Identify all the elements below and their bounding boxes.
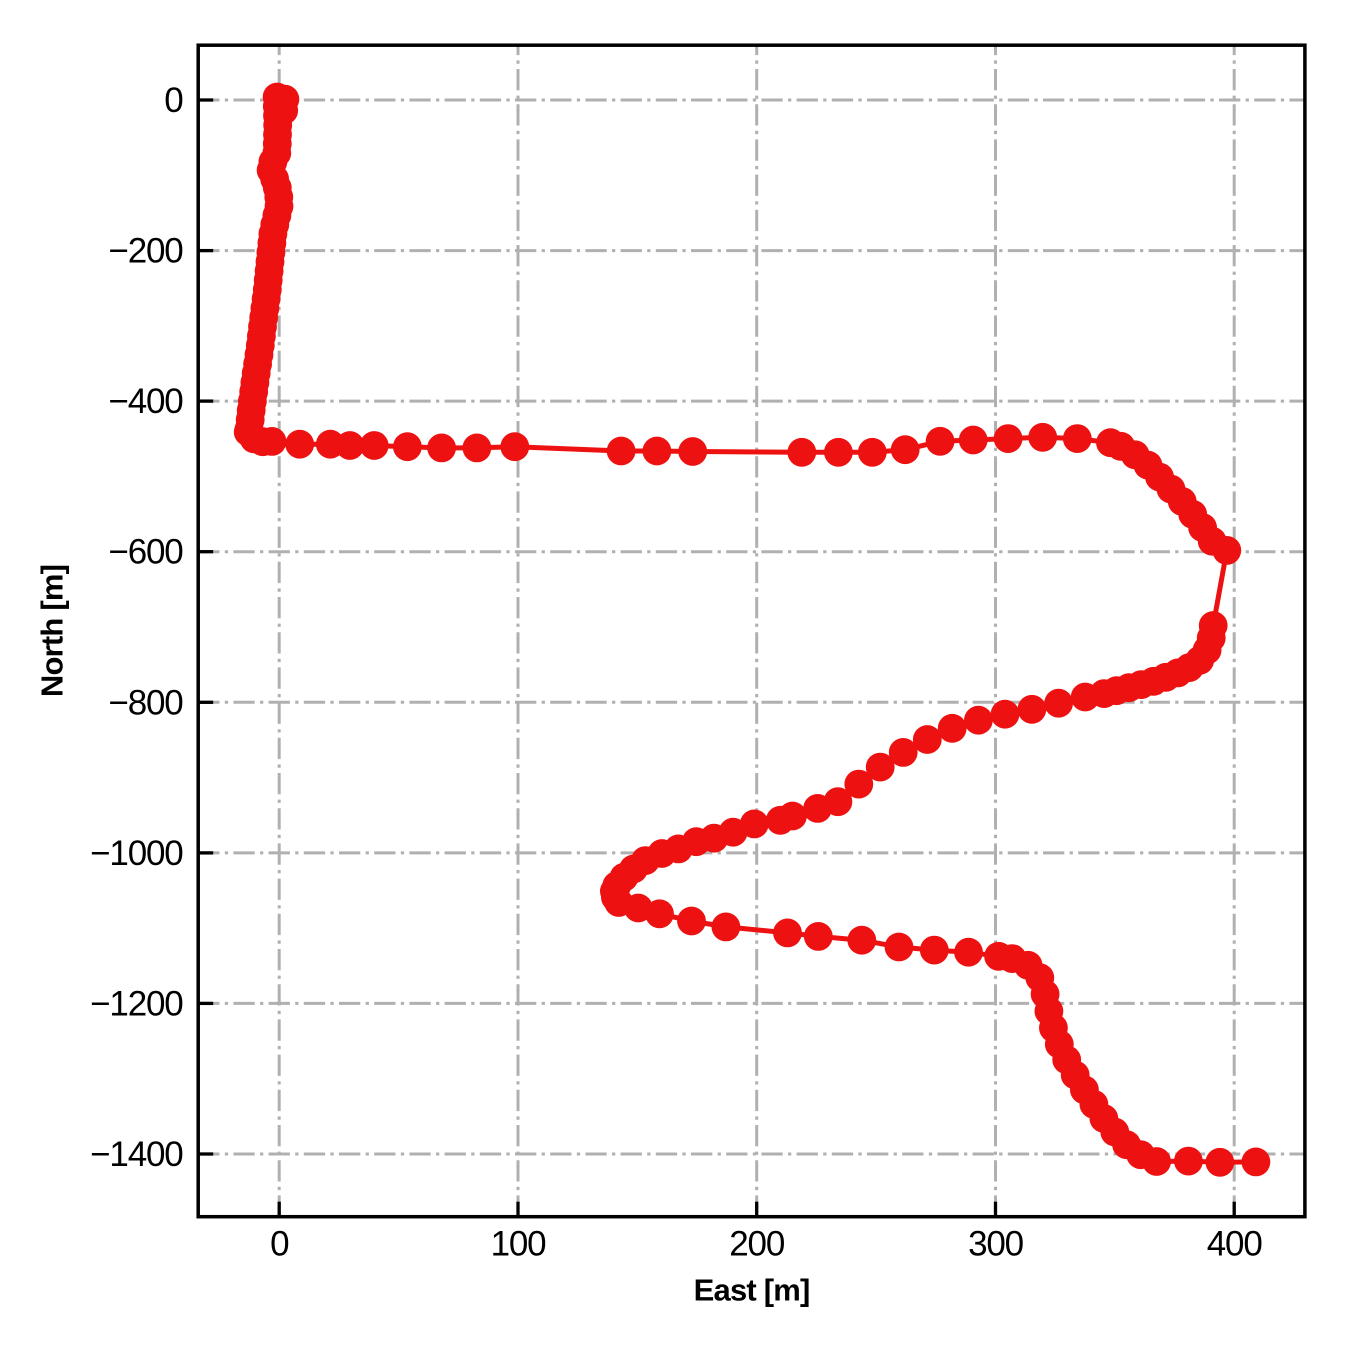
svg-text:−800: −800 <box>108 683 183 722</box>
svg-text:−200: −200 <box>108 232 183 271</box>
svg-text:300: 300 <box>968 1224 1024 1263</box>
svg-text:East [m]: East [m] <box>694 1273 810 1308</box>
svg-text:−1400: −1400 <box>90 1135 183 1174</box>
svg-text:100: 100 <box>491 1224 547 1263</box>
svg-text:0: 0 <box>164 81 183 120</box>
svg-text:−1000: −1000 <box>90 834 183 873</box>
svg-text:200: 200 <box>729 1224 785 1263</box>
svg-text:−600: −600 <box>108 533 183 572</box>
svg-text:400: 400 <box>1207 1224 1263 1263</box>
svg-text:−400: −400 <box>108 382 183 421</box>
svg-text:−1200: −1200 <box>90 984 183 1023</box>
svg-text:0: 0 <box>270 1224 289 1263</box>
svg-text:North [m]: North [m] <box>35 565 70 697</box>
